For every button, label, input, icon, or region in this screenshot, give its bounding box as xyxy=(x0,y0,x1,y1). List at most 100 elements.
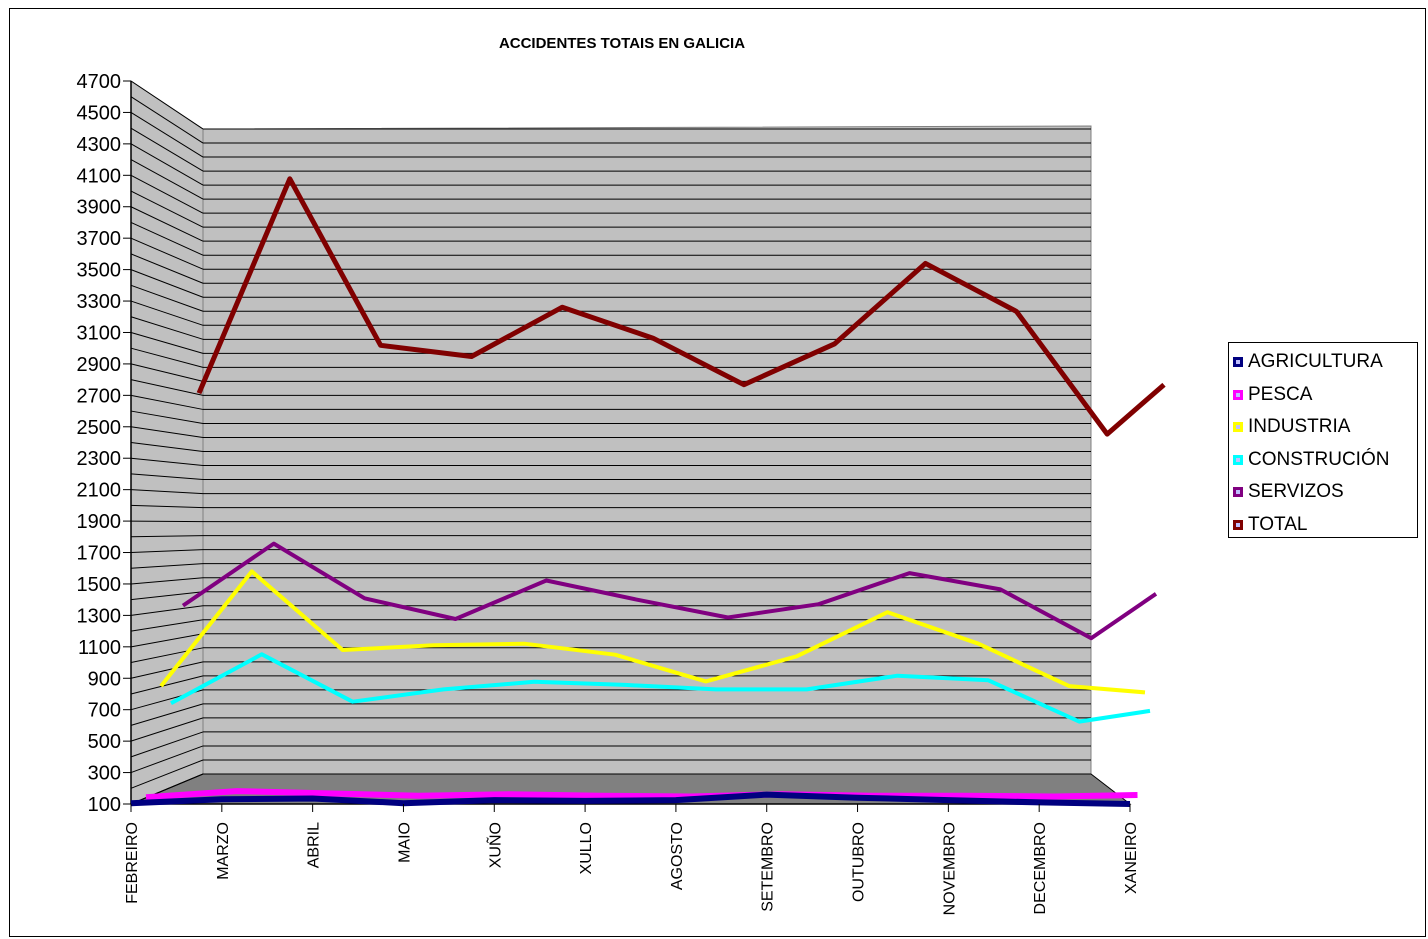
side-gridline xyxy=(130,442,204,452)
x-axis-ticks: FEBREIRO MARZO ABRIL MAIO XUÑO XULLO AGOSTO SET… xyxy=(124,804,1140,915)
chart-axes xyxy=(130,81,1130,805)
chart-walls xyxy=(130,80,1132,805)
side-gridline xyxy=(130,143,204,186)
y-tick-label: 4700 xyxy=(77,71,122,93)
x-tick-label: FEBREIRO xyxy=(124,822,141,904)
series-line-servizos xyxy=(181,541,1158,641)
y-tick-label: 500 xyxy=(88,731,121,753)
x-tick-label: XULLO xyxy=(578,822,595,874)
side-gridline xyxy=(130,394,204,410)
y-tick-label: 700 xyxy=(88,700,121,722)
y-tick-label: 300 xyxy=(88,763,121,785)
side-gridline xyxy=(130,675,204,695)
chart-legend: AGRICULTURA PESCA INDUSTRIA CONSTRUCIÓN SERV… xyxy=(1228,342,1418,538)
y-tick-label: 3900 xyxy=(77,197,122,219)
side-gridline xyxy=(130,591,204,601)
legend-label: AGRICULTURA xyxy=(1248,351,1383,373)
legend-swatch xyxy=(1233,357,1243,368)
series-line-agricultura xyxy=(130,791,1131,807)
legend-label: SERVIZOS xyxy=(1248,481,1344,503)
y-tick-label: 3100 xyxy=(77,322,122,344)
legend-swatch xyxy=(1233,454,1243,465)
legend-label: PESCA xyxy=(1248,383,1313,405)
side-gridline xyxy=(130,127,204,172)
side-gridline xyxy=(130,316,204,340)
x-tick-label: MARZO xyxy=(215,822,232,880)
side-gridline xyxy=(130,549,204,554)
side-gridline xyxy=(130,253,204,284)
side-gridline xyxy=(130,96,204,144)
y-tick-label: 3500 xyxy=(77,260,122,282)
side-gridline xyxy=(130,535,204,538)
side-gridline xyxy=(130,633,204,648)
y-tick-label: 900 xyxy=(88,668,121,690)
x-tick-label: OUTUBRO xyxy=(851,822,868,902)
side-gridline xyxy=(130,473,204,481)
y-tick-label: 2900 xyxy=(77,354,122,376)
side-gridline xyxy=(130,363,204,382)
side-wall xyxy=(130,80,204,805)
x-tick-label: XANEIRO xyxy=(1123,822,1140,894)
side-gridline xyxy=(130,112,204,158)
side-gridline xyxy=(130,174,204,214)
side-gridline xyxy=(130,159,204,200)
side-gridline xyxy=(130,331,204,354)
legend-item: AGRICULTURA xyxy=(1233,346,1417,379)
side-gridline xyxy=(130,457,204,467)
side-gridline xyxy=(130,347,204,368)
y-tick-label: 1500 xyxy=(77,574,122,596)
y-axis-ticks: 100 300 500 700 900 1100 1300 1500 1700 1900 2100 2… xyxy=(77,71,131,816)
side-gridline xyxy=(130,489,204,495)
side-gridline xyxy=(130,661,204,679)
legend-swatch xyxy=(1233,487,1243,498)
y-tick-label: 3300 xyxy=(77,291,122,313)
y-tick-label: 3700 xyxy=(77,228,122,250)
side-gridline xyxy=(130,605,204,616)
side-gridline xyxy=(130,190,204,228)
side-gridline xyxy=(130,410,204,424)
side-gridline xyxy=(130,379,204,396)
legend-item: INDUSTRIA xyxy=(1233,411,1417,444)
series-line-construción xyxy=(170,652,1151,724)
legend-swatch xyxy=(1233,519,1243,530)
y-tick-label: 2100 xyxy=(77,480,122,502)
side-gridline xyxy=(130,731,204,758)
legend-item: SERVIZOS xyxy=(1233,476,1417,509)
side-gridline xyxy=(130,563,204,569)
side-gridline xyxy=(130,577,204,585)
side-gridline xyxy=(130,426,204,438)
chart-title: ACCIDENTES TOTAIS EN GALICIA xyxy=(499,35,745,52)
y-tick-label: 4300 xyxy=(77,134,122,156)
y-tick-label: 100 xyxy=(88,794,121,816)
series-line-pesca xyxy=(145,788,1138,801)
side-gridline xyxy=(130,773,204,805)
y-tick-label: 1700 xyxy=(77,543,122,565)
side-gridline xyxy=(130,745,204,774)
y-tick-label: 1900 xyxy=(77,511,122,533)
y-tick-label: 2700 xyxy=(77,385,122,407)
series-line-industria xyxy=(159,569,1146,695)
x-tick-label: XUÑO xyxy=(484,822,504,868)
y-tick-label: 4100 xyxy=(77,165,122,187)
legend-label: CONSTRUCIÓN xyxy=(1248,448,1390,470)
legend-item: PESCA xyxy=(1233,379,1417,412)
side-gridline xyxy=(130,269,204,298)
x-tick-label: NOVEMBRO xyxy=(941,822,958,915)
side-gridline xyxy=(130,222,204,256)
legend-item: TOTAL xyxy=(1233,509,1417,542)
side-gridline xyxy=(130,284,204,312)
side-gridline xyxy=(130,619,204,632)
x-tick-label: AGOSTO xyxy=(669,822,686,890)
side-gridline xyxy=(130,717,204,742)
side-gridline xyxy=(130,206,204,242)
y-tick-label: 1300 xyxy=(77,605,122,627)
series-line-total xyxy=(196,176,1166,437)
y-tick-label: 1100 xyxy=(78,637,121,659)
side-gridline xyxy=(130,703,204,726)
x-tick-label: MAIO xyxy=(396,822,413,863)
chart-series xyxy=(130,176,1166,807)
x-tick-label: ABRIL xyxy=(306,822,323,868)
y-tick-label: 4500 xyxy=(77,102,122,124)
legend-label: TOTAL xyxy=(1248,513,1308,535)
y-tick-label: 2300 xyxy=(77,448,122,470)
